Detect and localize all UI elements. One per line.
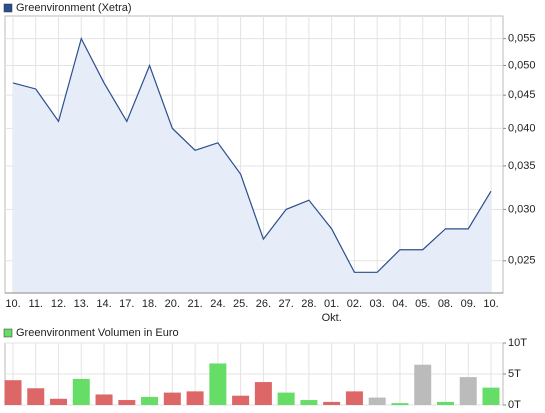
- x-tick-label: 08.: [438, 298, 453, 310]
- volume-bar: [277, 392, 295, 405]
- area: [13, 38, 491, 294]
- legend-label: Greenvironment (Xetra): [16, 2, 132, 14]
- month-label: Okt.: [322, 312, 342, 324]
- x-tick-label: 13.: [74, 298, 89, 310]
- x-tick-label: 10.: [483, 298, 498, 310]
- volume-bar: [345, 391, 363, 405]
- x-tick-label: 18.: [142, 298, 157, 310]
- volume-bar: [232, 395, 250, 405]
- x-tick-label: 21.: [187, 298, 202, 310]
- volume-bar: [414, 364, 432, 405]
- x-tick-label: 10.: [5, 298, 20, 310]
- x-tick-label: 03.: [370, 298, 385, 310]
- legend-swatch: [3, 328, 13, 338]
- volume-bar: [391, 403, 409, 405]
- y-tick-label: 0T: [508, 399, 521, 411]
- volume-bar: [163, 392, 181, 405]
- y-tick-label: 5T: [508, 368, 521, 380]
- volume-bar: [141, 396, 159, 405]
- x-tick-label: 20.: [165, 298, 180, 310]
- y-tick-label: 0,050: [508, 59, 536, 71]
- x-tick-label: 09.: [461, 298, 476, 310]
- volume-bar: [186, 391, 204, 405]
- y-tick-label: 0,025: [508, 255, 536, 267]
- x-tick-label: 28.: [301, 298, 316, 310]
- x-tick-label: 12.: [51, 298, 66, 310]
- price-line: [12, 36, 492, 273]
- volume-bar: [118, 400, 136, 405]
- volume-bar: [482, 387, 500, 405]
- volume-bar: [50, 398, 68, 405]
- x-tick-label: 04.: [392, 298, 407, 310]
- volume-bar: [72, 378, 90, 405]
- x-tick-label: 14.: [96, 298, 111, 310]
- x-tick-label: 17.: [119, 298, 134, 310]
- volume-bar: [300, 400, 318, 405]
- volume-bar: [436, 401, 454, 405]
- volume-bar: [323, 401, 341, 405]
- x-tick-label: 25.: [233, 298, 248, 310]
- x-tick-label: 02.: [347, 298, 362, 310]
- legend-label: Greenvironment Volumen in Euro: [16, 327, 179, 339]
- x-tick-label: 01.: [324, 298, 339, 310]
- y-tick-label: 0,030: [508, 203, 536, 215]
- x-tick-label: 24.: [210, 298, 225, 310]
- y-tick-label: 0,040: [508, 122, 536, 134]
- volume-bar: [95, 394, 113, 405]
- x-tick-label: 27.: [278, 298, 293, 310]
- y-tick-label: 0,035: [508, 160, 536, 172]
- y-tick-label: 10T: [508, 337, 527, 349]
- volume-bar: [368, 397, 386, 405]
- x-tick-label: 05.: [415, 298, 430, 310]
- y-tick-label: 0,055: [508, 33, 536, 45]
- volume-bar: [4, 380, 22, 405]
- volume-bar: [459, 377, 477, 405]
- x-tick-label: 11.: [29, 298, 43, 310]
- y-tick-label: 0,045: [508, 89, 536, 101]
- volume-bar: [209, 363, 227, 405]
- volume-bar: [27, 388, 45, 405]
- legend-swatch: [3, 3, 13, 13]
- x-tick-label: 26.: [256, 298, 271, 310]
- volume-bar: [254, 382, 272, 405]
